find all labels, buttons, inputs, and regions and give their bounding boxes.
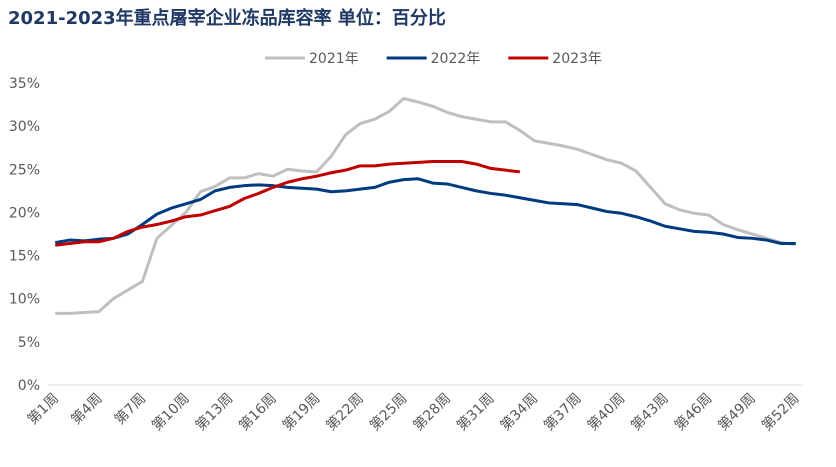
x-tick-label: 第31周: [453, 390, 497, 434]
y-tick-label: 20%: [9, 205, 40, 221]
x-tick-label: 第49周: [715, 390, 759, 434]
x-tick-label: 第16周: [235, 390, 279, 434]
y-tick-label: 10%: [9, 292, 40, 308]
x-tick-label: 第25周: [366, 390, 410, 434]
x-tick-label: 第13周: [192, 390, 236, 434]
chart-title: 2021-2023年重点屠宰企业冻品库容率 单位：百分比: [8, 7, 446, 29]
x-tick-label: 第40周: [584, 390, 628, 434]
x-tick-label: 第10周: [148, 390, 192, 434]
y-tick-label: 0%: [18, 378, 40, 394]
x-tick-label: 第43周: [627, 390, 671, 434]
y-tick-label: 25%: [9, 162, 40, 178]
x-tick-label: 第1周: [24, 390, 62, 428]
legend-label: 2021年: [309, 51, 359, 67]
x-tick-label: 第19周: [279, 390, 323, 434]
series-line: [55, 97, 796, 315]
y-tick-label: 35%: [9, 76, 40, 92]
x-tick-label: 第52周: [758, 390, 802, 434]
legend-label: 2022年: [431, 51, 481, 67]
x-tick-label: 第7周: [111, 390, 149, 428]
x-tick-label: 第4周: [68, 390, 106, 428]
y-tick-label: 15%: [9, 249, 40, 265]
x-tick-label: 第37周: [540, 390, 584, 434]
x-tick-label: 第46周: [671, 390, 715, 434]
x-tick-label: 第22周: [323, 390, 367, 434]
x-tick-label: 第34周: [497, 390, 541, 434]
series-line: [54, 177, 796, 245]
y-tick-label: 5%: [18, 335, 40, 351]
legend-label: 2023年: [552, 51, 602, 67]
x-tick-label: 第28周: [410, 390, 454, 434]
y-tick-label: 30%: [9, 119, 40, 135]
series-line: [55, 160, 521, 247]
